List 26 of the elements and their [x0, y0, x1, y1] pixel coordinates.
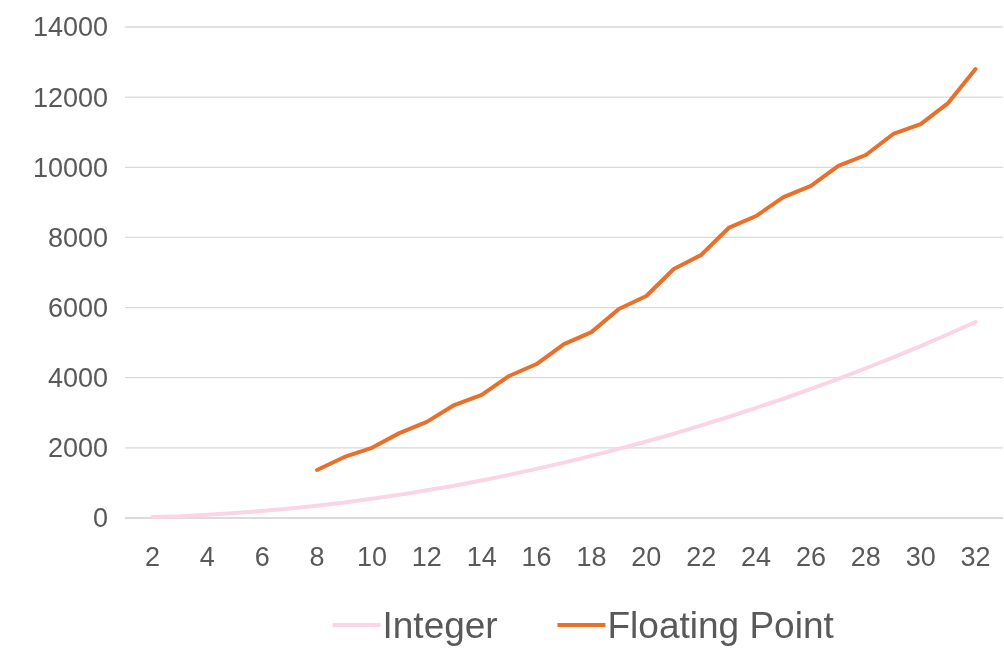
- x-tick-label: 2: [144, 542, 160, 572]
- x-tick-label: 28: [850, 542, 881, 572]
- y-tick-label: 2000: [47, 433, 108, 464]
- x-tick-label: 6: [254, 542, 270, 572]
- x-tick-label: 18: [576, 542, 607, 572]
- y-tick-label: 12000: [32, 82, 108, 113]
- x-tick-label: 16: [521, 542, 552, 572]
- x-tick-label: 10: [356, 542, 387, 572]
- x-tick-label: 30: [905, 542, 936, 572]
- x-tick-label: 8: [309, 542, 325, 572]
- x-tick-label: 26: [795, 542, 826, 572]
- y-tick-label: 10000: [32, 152, 108, 183]
- x-tick-label: 12: [411, 542, 442, 572]
- x-tick-label: 24: [741, 542, 772, 572]
- y-tick-label: 6000: [47, 293, 108, 324]
- y-tick-label: 0: [92, 503, 108, 534]
- x-tick-label: 32: [960, 542, 991, 572]
- x-tick-label: 20: [631, 542, 662, 572]
- legend-label: Floating Point: [607, 605, 835, 646]
- x-tick-label: 4: [199, 542, 215, 572]
- y-tick-label: 14000: [32, 12, 108, 43]
- y-tick-label: 4000: [47, 363, 108, 394]
- x-tick-label: 14: [466, 542, 497, 572]
- y-tick-label: 8000: [47, 222, 108, 253]
- x-tick-label: 22: [686, 542, 717, 572]
- legend-label: Integer: [382, 605, 498, 646]
